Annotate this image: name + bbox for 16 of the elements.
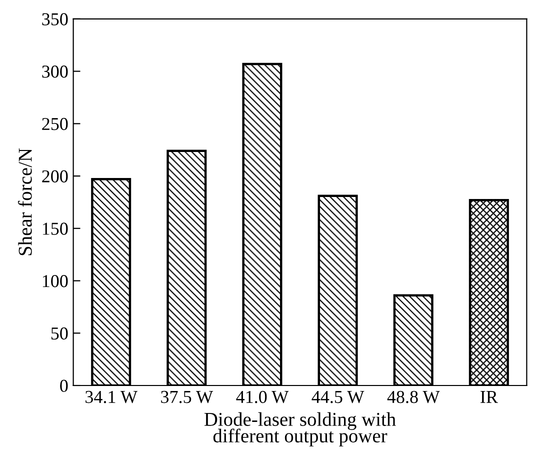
y-axis-title: Shear force/N: [18, 148, 32, 256]
x-tick-label: 37.5 W: [161, 390, 214, 404]
y-tick-label: 100: [42, 275, 68, 288]
y-tick-label: 50: [51, 327, 68, 340]
y-tick-label: 200: [42, 170, 68, 182]
x-tick-label: 34.1 W: [86, 390, 138, 404]
y-tick-label: 350: [42, 13, 68, 26]
x-tick-label: 41.0 W: [236, 390, 289, 404]
y-tick-label: 300: [42, 66, 68, 78]
x-tick-label: 48.8 W: [387, 390, 440, 404]
y-tick-label: 150: [42, 222, 68, 235]
y-tick-label: 250: [42, 118, 68, 130]
x-axis-title: Diode-laser solding with different output power: [204, 412, 396, 446]
x-tick-label: IR: [480, 391, 498, 403]
x-tick-label: 44.5 W: [312, 391, 364, 404]
y-tick-label: 0: [60, 380, 68, 392]
